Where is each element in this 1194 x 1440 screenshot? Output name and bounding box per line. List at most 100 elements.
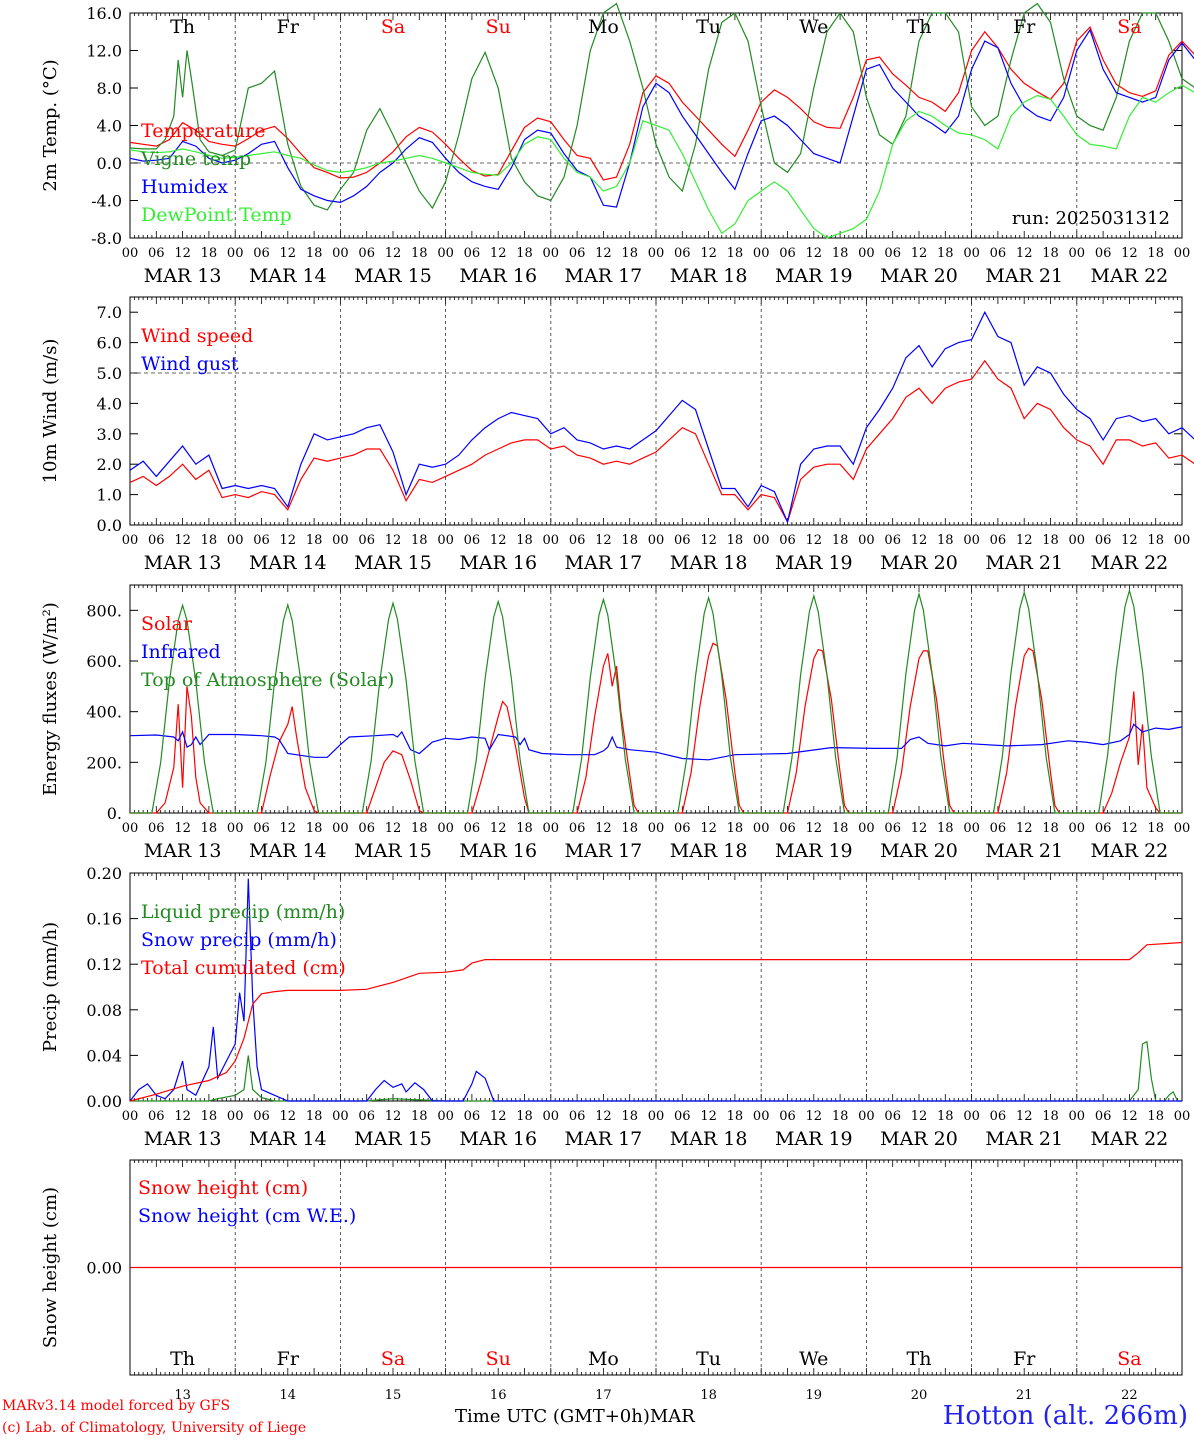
hour-label: 06 [464,821,481,836]
date-label: MAR 18 [670,265,748,287]
y-axis-label: 2m Temp. (°C) [40,59,61,191]
hour-label: 06 [1095,821,1112,836]
date-label: MAR 14 [249,1128,327,1150]
hour-label: 18 [832,246,849,261]
y-tick-label: 0.08 [86,1001,122,1020]
hour-label: 06 [990,246,1007,261]
hour-label: 06 [464,1109,481,1124]
hour-label: 06 [674,246,691,261]
hour-label: 06 [148,821,165,836]
date-label: MAR 17 [565,1128,643,1150]
hour-label: 18 [727,821,744,836]
hour-label: 18 [201,821,218,836]
date-label: MAR 15 [354,1128,432,1150]
date-label: MAR 16 [459,552,537,574]
hour-label: 06 [253,246,270,261]
hour-label: 12 [1016,821,1033,836]
series-line-precip-1 [129,878,1182,1102]
date-label: MAR 22 [1091,265,1169,287]
date-label: MAR 16 [459,1128,537,1150]
hour-label: 06 [779,246,796,261]
date-label: MAR 20 [880,265,958,287]
series-line-energy-1 [129,723,1183,761]
hour-label: 12 [280,533,297,548]
y-tick-label: 4.0 [97,117,122,136]
day-name: Th [907,1348,932,1370]
legend-entry: DewPoint Temp [141,204,292,226]
date-label: MAR 15 [354,265,432,287]
legend-entry: Snow height (cm W.E.) [138,1205,356,1227]
hour-label: 12 [700,246,717,261]
hour-label: 18 [306,821,323,836]
hour-label: 00 [227,821,244,836]
day-number: 15 [385,1388,402,1403]
hour-label: 00 [437,821,454,836]
hour-label: 06 [253,1109,270,1124]
legend-entry: Wind gust [141,353,239,375]
hour-label: 18 [1147,1109,1164,1124]
hour-label: 06 [674,821,691,836]
y-tick-label: -4.0 [91,192,122,211]
hour-label: 12 [595,246,612,261]
hour-label: 12 [490,533,507,548]
hour-label: 06 [884,1109,901,1124]
hour-label: 18 [201,246,218,261]
date-label: MAR 21 [985,552,1063,574]
hour-label: 00 [1174,821,1191,836]
hour-label: 18 [1147,533,1164,548]
hour-label: 00 [332,533,349,548]
day-number: 16 [490,1388,507,1403]
hour-label: 00 [648,1109,665,1124]
date-label: MAR 18 [670,840,748,862]
hour-label: 00 [543,533,560,548]
hour-label: 06 [569,533,586,548]
hour-label: 12 [174,821,191,836]
hour-label: 12 [1016,533,1033,548]
hour-label: 00 [1069,1109,1086,1124]
date-label: MAR 16 [459,840,537,862]
date-label: MAR 22 [1091,840,1169,862]
day-number: 17 [595,1388,612,1403]
y-tick-label: 8.0 [97,79,122,98]
hour-label: 12 [385,533,402,548]
day-name: Su [486,1348,511,1370]
date-label: MAR 17 [565,552,643,574]
date-label: MAR 21 [985,265,1063,287]
y-tick-label: 600. [86,652,122,671]
day-name: Tu [696,1348,721,1370]
hour-label: 18 [832,1109,849,1124]
hour-label: 00 [1069,821,1086,836]
series-line-energy-0 [130,642,1182,814]
hour-label: 18 [306,246,323,261]
hour-label: 12 [490,246,507,261]
hour-label: 00 [332,1109,349,1124]
hour-label: 00 [963,246,980,261]
hour-label: 00 [858,821,875,836]
legend-entry: Solar [141,613,193,635]
date-label: MAR 14 [249,552,327,574]
legend-entry: Temperature [141,120,265,142]
hour-label: 06 [148,246,165,261]
hour-label: 06 [884,246,901,261]
day-name: Th [907,16,932,38]
hour-label: 00 [122,1109,139,1124]
hour-label: 00 [753,1109,770,1124]
hour-label: 12 [806,246,823,261]
hour-label: 18 [306,533,323,548]
date-label: MAR 19 [775,1128,853,1150]
series-line-energy-2 [130,588,1182,814]
hour-label: 00 [122,246,139,261]
hour-label: 18 [411,1109,428,1124]
hour-label: 06 [253,821,270,836]
legend-entry: Top of Atmosphere (Solar) [141,669,394,691]
y-tick-label: 400. [86,703,122,722]
y-tick-label: 7.0 [97,303,122,322]
day-name: Fr [1013,16,1036,38]
legend-entry: Wind speed [141,325,253,347]
hour-label: 00 [963,1109,980,1124]
date-label: MAR 20 [880,552,958,574]
hour-label: 12 [595,533,612,548]
series-line-wind-1 [129,310,1194,524]
hour-label: 18 [937,533,954,548]
